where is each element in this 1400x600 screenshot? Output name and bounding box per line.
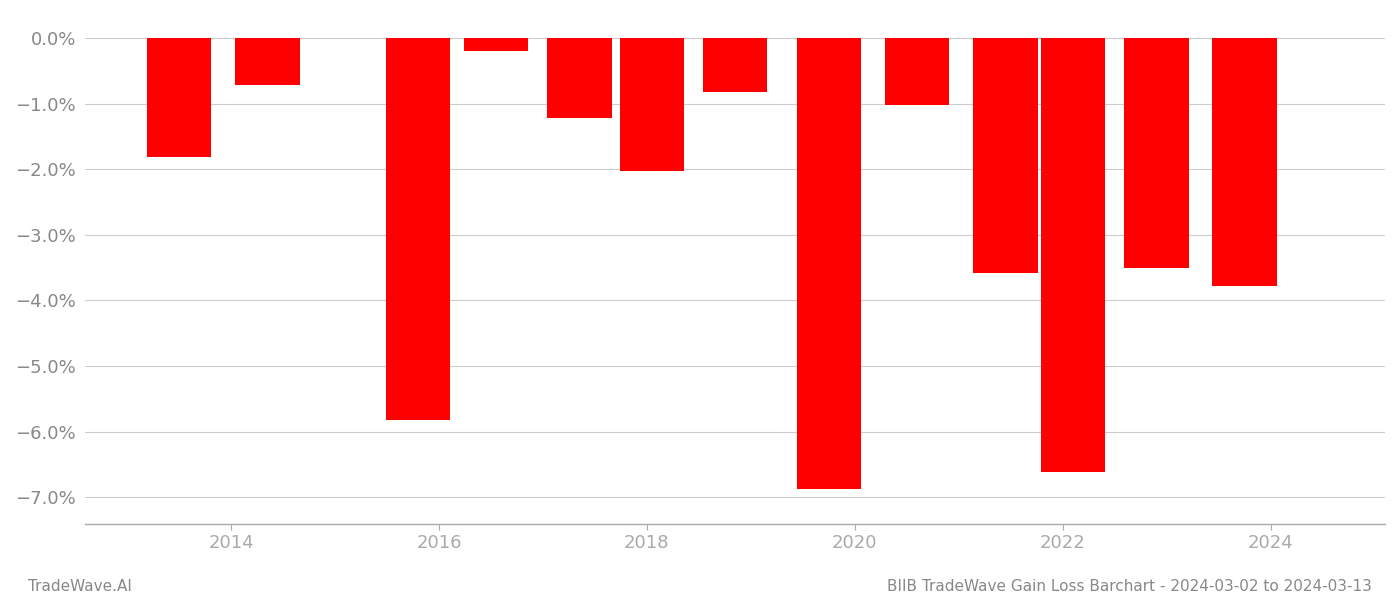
- Bar: [620, 38, 685, 170]
- Bar: [147, 38, 211, 157]
- Bar: [235, 38, 300, 85]
- Bar: [703, 38, 767, 92]
- Bar: [797, 38, 861, 490]
- Bar: [1212, 38, 1277, 286]
- Bar: [386, 38, 451, 420]
- Bar: [885, 38, 949, 105]
- Bar: [973, 38, 1037, 273]
- Text: BIIB TradeWave Gain Loss Barchart - 2024-03-02 to 2024-03-13: BIIB TradeWave Gain Loss Barchart - 2024…: [888, 579, 1372, 594]
- Bar: [1124, 38, 1189, 268]
- Bar: [463, 38, 528, 51]
- Bar: [547, 38, 612, 118]
- Bar: [1040, 38, 1106, 472]
- Text: TradeWave.AI: TradeWave.AI: [28, 579, 132, 594]
